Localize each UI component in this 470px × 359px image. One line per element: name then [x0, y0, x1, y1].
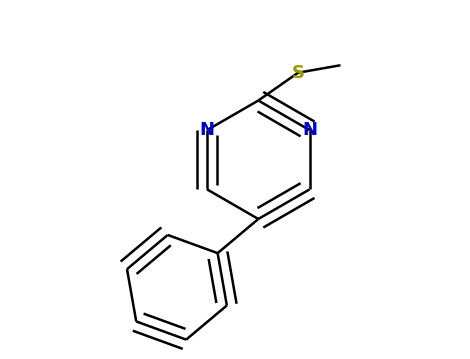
Text: N: N [200, 121, 214, 139]
Text: N: N [302, 121, 317, 139]
Text: S: S [291, 64, 305, 82]
